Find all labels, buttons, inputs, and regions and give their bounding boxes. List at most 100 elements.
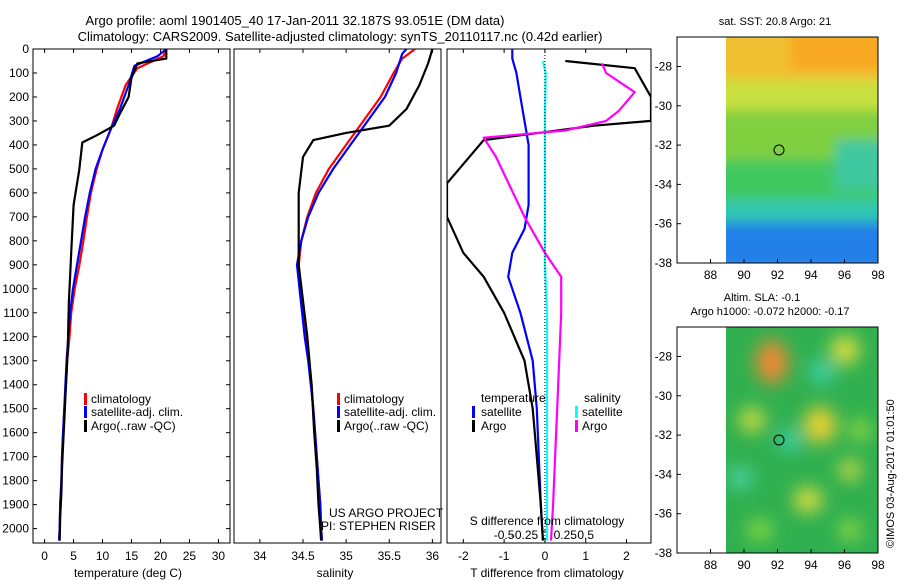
x-tick-label: 15 — [125, 549, 139, 563]
depth-tick-label: 700 — [9, 210, 29, 224]
legend-label-satellite: satellite-adj. clim. — [91, 405, 183, 419]
x-tick-label: 0 — [41, 549, 48, 563]
figure-title-line1: Argo profile: aoml 1901405_40 17-Jan-201… — [86, 13, 505, 28]
legend-swatch-argo — [84, 420, 87, 432]
top-x-tick-label: -0.5 — [494, 528, 515, 542]
legend-label-sal-satellite: satellite — [582, 405, 623, 419]
salinity-legend: climatology satellite-adj. clim. Argo(..… — [337, 392, 436, 433]
temperature-lines — [58, 49, 168, 541]
x-tick-label: 34 — [253, 549, 267, 563]
x-tick-label: 30 — [212, 549, 226, 563]
legend-label-temp-satellite: satellite — [481, 405, 522, 419]
series-line-salinity-argo — [482, 62, 636, 541]
pi-credit: PI: STEPHEN RISER — [321, 519, 436, 533]
legend-label-argo: Argo(..raw -QC) — [344, 419, 429, 433]
map-x-tick-label: 88 — [704, 268, 718, 282]
legend-swatch-climatology — [84, 393, 87, 405]
depth-tick-label: 1800 — [2, 474, 29, 488]
temperature-x-axis: 0 5 10 15 20 25 30 — [41, 49, 225, 563]
sla-map-axes: 88 90 92 94 96 98 -28 -30 -32 -34 -36 -38 — [655, 349, 885, 572]
series-line-temperature-satellite — [507, 49, 544, 541]
map-x-tick-label: 98 — [871, 558, 885, 572]
map-x-tick-label: 90 — [737, 558, 751, 572]
map-x-tick-label: 94 — [804, 268, 818, 282]
depth-tick-label: 1300 — [2, 354, 29, 368]
sla-argo-location-marker — [773, 434, 785, 446]
series-line-satellite-adj-clim- — [295, 49, 408, 541]
x-tick-label: 5 — [70, 549, 77, 563]
salinity-plot-frame — [233, 48, 442, 544]
legend-swatch-temp-argo — [472, 420, 475, 432]
difference-plot-frame — [446, 48, 652, 544]
x-tick-label: 10 — [96, 549, 110, 563]
sst-map-axes: 88 90 92 94 96 98 -28 -30 -32 -34 -36 -38 — [655, 59, 885, 282]
x-tick-label: -2 — [458, 549, 469, 563]
depth-tick-label: 600 — [9, 186, 29, 200]
series-line-argo-raw-qc- — [58, 49, 168, 541]
salinity-lines — [295, 49, 434, 541]
depth-tick-label: 1700 — [2, 450, 29, 464]
legend-swatch-satellite — [337, 406, 340, 418]
sla-map: 88 90 92 94 96 98 -28 -30 -32 -34 -36 -38 — [655, 326, 885, 572]
depth-tick-label: 800 — [9, 234, 29, 248]
depth-tick-label: 200 — [9, 90, 29, 104]
map-x-tick-label: 90 — [737, 268, 751, 282]
top-x-tick-label: 0.25 — [554, 528, 578, 542]
x-tick-label: -1 — [499, 549, 510, 563]
x-tick-label: 35.5 — [378, 549, 402, 563]
x-tick-label: 0 — [542, 549, 549, 563]
legend-label-temp-argo: Argo — [481, 419, 507, 433]
depth-tick-label: 400 — [9, 138, 29, 152]
map-y-tick-label: -38 — [655, 256, 673, 270]
temperature-xlabel: temperature (deg C) — [74, 566, 182, 580]
depth-tick-label: 1600 — [2, 426, 29, 440]
temperature-legend: climatology satellite-adj. clim. Argo(..… — [84, 392, 183, 433]
x-tick-label: 20 — [154, 549, 168, 563]
legend-swatch-sal-argo — [575, 420, 578, 432]
x-tick-label: 1 — [582, 549, 589, 563]
series-line-satellite-adj-clim- — [58, 49, 168, 541]
map-y-tick-label: -36 — [655, 507, 673, 521]
depth-tick-label: 500 — [9, 162, 29, 176]
x-tick-label: 2 — [623, 549, 630, 563]
depth-tick-label: 1500 — [2, 402, 29, 416]
depth-tick-label: 900 — [9, 258, 29, 272]
sla-map-title-line2: Argo h1000: -0.072 h2000: -0.17 — [690, 306, 849, 318]
top-x-tick-label: 0.5 — [577, 528, 594, 542]
map-y-tick-label: -36 — [655, 217, 673, 231]
footer-stamp: ©IMOS 03-Aug-2017 01:01:50 — [885, 399, 897, 548]
legend-label-satellite: satellite-adj. clim. — [344, 405, 436, 419]
x-tick-label: 36 — [426, 549, 440, 563]
salinity-x-axis: 34 34.5 35 35.5 36 — [253, 49, 439, 563]
legend-label-climatology: climatology — [91, 392, 151, 406]
map-y-tick-label: -30 — [655, 99, 673, 113]
legend-swatch-satellite — [84, 406, 87, 418]
project-credit: US ARGO PROJECT — [329, 506, 444, 520]
map-y-tick-label: -28 — [655, 59, 673, 73]
salinity-xlabel: salinity — [317, 566, 354, 580]
legend-swatch-climatology — [337, 393, 340, 405]
x-tick-label: 25 — [183, 549, 197, 563]
map-y-tick-label: -32 — [655, 428, 673, 442]
depth-tick-label: 0 — [22, 42, 29, 56]
map-y-tick-label: -28 — [655, 349, 673, 363]
map-x-tick-label: 94 — [804, 558, 818, 572]
depth-tick-label: 1400 — [2, 378, 29, 392]
figure-title-line2: Climatology: CARS2009. Satellite-adjuste… — [78, 29, 603, 44]
depth-tick-label: 2000 — [2, 522, 29, 536]
difference-lines — [447, 49, 651, 543]
depth-tick-label: 1200 — [2, 330, 29, 344]
legend-swatch-argo — [337, 420, 340, 432]
series-line-temperature-argo — [447, 59, 651, 541]
map-y-tick-label: -30 — [655, 389, 673, 403]
map-x-tick-label: 96 — [838, 268, 852, 282]
x-tick-label: 34.5 — [291, 549, 315, 563]
map-y-tick-label: -34 — [655, 467, 673, 481]
depth-axis: 0 100 200 300 400 500 600 700 800 900 1000 1100 1200… — [2, 42, 230, 536]
map-y-tick-label: -34 — [655, 177, 673, 191]
legend-group-salinity: salinity — [584, 391, 621, 405]
depth-tick-label: 1100 — [3, 306, 29, 320]
x-tick-label: 35 — [339, 549, 353, 563]
top-x-tick-label: -0.25 — [511, 528, 539, 542]
